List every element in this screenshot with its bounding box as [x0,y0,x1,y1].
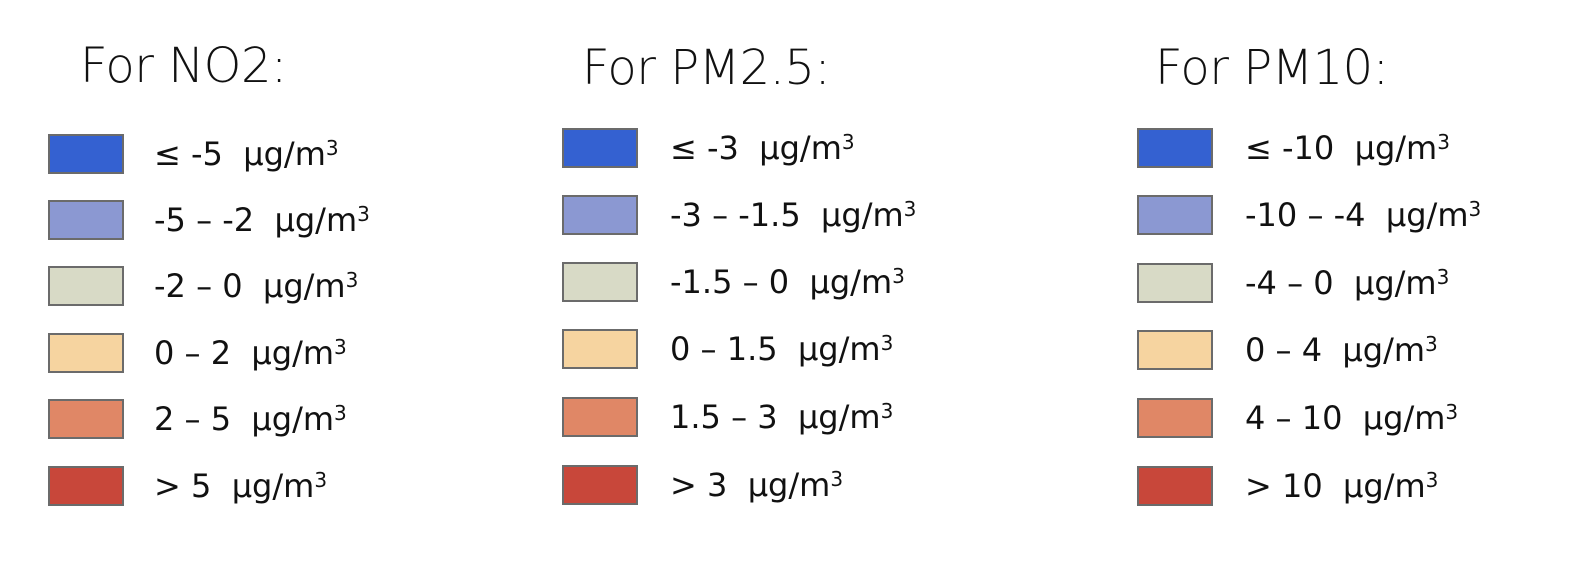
legend-swatch [1137,398,1213,438]
legend-unit: μg/m [797,330,881,368]
legend-range: -2 – 0 [154,267,243,305]
legend-unit-exponent: 3 [880,331,894,355]
legend-range: > 3 [670,466,728,504]
legend-title-pm10: For PM10: [1155,40,1389,96]
legend-swatch [562,329,638,369]
legend-label: ≤ -5 μg/m3 [154,134,339,174]
legend-swatch [562,262,638,302]
legend-swatch [1137,330,1213,370]
legend-range: ≤ -10 [1245,129,1335,167]
legend-range: 2 – 5 [154,400,232,438]
legend-unit-exponent: 3 [334,401,347,425]
legend-unit-exponent: 3 [1437,130,1450,154]
legend-label: ≤ -3 μg/m3 [670,128,855,168]
legend-label: 0 – 2 μg/m3 [154,333,347,373]
legend-unit-exponent: 3 [880,399,894,423]
legend-unit-exponent: 3 [1436,265,1450,289]
legend-range: -5 – -2 [154,201,255,239]
legend-unit: μg/m [759,129,842,167]
legend-unit-exponent: 3 [892,264,905,288]
legend-label: 4 – 10 μg/m3 [1245,398,1458,438]
legend-unit: μg/m [1342,331,1426,369]
legend-unit-exponent: 3 [1445,400,1459,424]
legend-unit-exponent: 3 [830,467,844,491]
legend-range: -10 – -4 [1245,196,1366,234]
legend-unit: μg/m [797,398,881,436]
legend-unit-exponent: 3 [1468,197,1482,221]
legend-swatch [48,399,124,439]
legend-unit: μg/m [251,334,335,372]
legend-unit: μg/m [1385,196,1469,234]
legend-range: -1.5 – 0 [670,263,790,301]
legend-unit: μg/m [262,267,346,305]
legend-unit: μg/m [243,135,326,173]
legend-label: 2 – 5 μg/m3 [154,399,347,439]
legend-label: 0 – 1.5 μg/m3 [670,329,893,369]
legend-unit: μg/m [274,201,358,239]
legend-unit-exponent: 3 [314,468,328,492]
legend-label: 1.5 – 3 μg/m3 [670,397,893,437]
legend-range: 0 – 1.5 [670,330,778,368]
legend-swatch [562,465,638,505]
legend-unit: μg/m [231,467,315,505]
legend-range: 4 – 10 [1245,399,1343,437]
legend-swatch [562,195,638,235]
legend-swatch [1137,466,1213,506]
legend-label: -4 – 0 μg/m3 [1245,263,1449,303]
legend-unit: μg/m [251,400,335,438]
legend-swatch [562,128,638,168]
legend-unit: μg/m [1354,129,1438,167]
legend-range: ≤ -3 [670,129,739,167]
legend-swatch [48,200,124,240]
legend-label: > 10 μg/m3 [1245,466,1438,506]
legend-unit-exponent: 3 [903,197,917,221]
legend-swatch [1137,263,1213,303]
legend-unit: μg/m [1343,467,1426,505]
legend-unit-exponent: 3 [325,136,339,160]
legend-label: -3 – -1.5 μg/m3 [670,195,916,235]
legend-swatch [48,466,124,506]
legend-range: ≤ -5 [154,135,223,173]
legend-title-no2: For NO2: [80,38,287,94]
legend-range: > 5 [154,467,212,505]
legend-label: -1.5 – 0 μg/m3 [670,262,905,302]
legend-label: -2 – 0 μg/m3 [154,266,358,306]
legend-label: > 5 μg/m3 [154,466,327,506]
legend-unit: μg/m [809,263,893,301]
legend-label: > 3 μg/m3 [670,465,843,505]
legend-range: 0 – 2 [154,334,232,372]
legend-swatch [1137,128,1213,168]
legend-label: -5 – -2 μg/m3 [154,200,370,240]
legend-range: 1.5 – 3 [670,398,778,436]
legend-unit-exponent: 3 [1425,468,1439,492]
legend-unit-exponent: 3 [334,335,347,359]
legend-range: -3 – -1.5 [670,196,801,234]
legend-range: > 10 [1245,467,1323,505]
legend-unit: μg/m [821,196,904,234]
legend-unit: μg/m [1353,264,1437,302]
legend-label: ≤ -10 μg/m3 [1245,128,1450,168]
legend-swatch [562,397,638,437]
legend-swatch [1137,195,1213,235]
legend-title-pm25: For PM2.5: [582,40,831,96]
legend-unit-exponent: 3 [357,202,370,226]
legend-unit-exponent: 3 [345,268,359,292]
legend-unit-exponent: 3 [1425,332,1438,356]
legend-unit-exponent: 3 [841,130,855,154]
legend-range: -4 – 0 [1245,264,1334,302]
legend-swatch [48,134,124,174]
legend-unit: μg/m [1362,399,1446,437]
legend-swatch [48,333,124,373]
legend-swatch [48,266,124,306]
legend-label: -10 – -4 μg/m3 [1245,195,1481,235]
legend-label: 0 – 4 μg/m3 [1245,330,1438,370]
legend-unit: μg/m [747,466,831,504]
legend-range: 0 – 4 [1245,331,1323,369]
